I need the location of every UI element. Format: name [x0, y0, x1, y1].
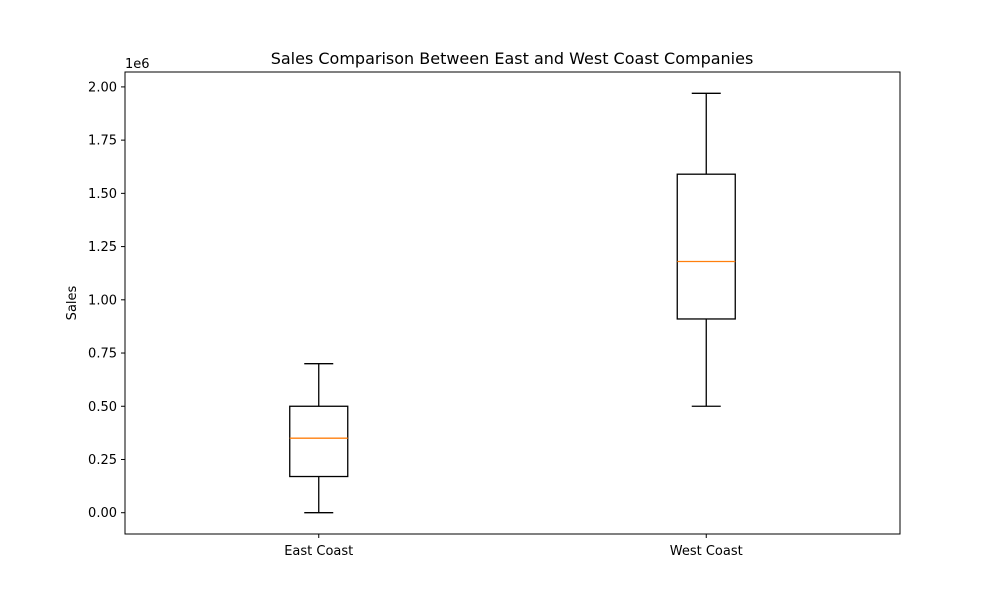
y-tick-label: 1.25 — [88, 240, 117, 255]
y-tick-label: 2.00 — [88, 80, 117, 95]
x-tick-label: West Coast — [670, 544, 743, 559]
y-tick-label: 0.00 — [88, 506, 117, 521]
y-tick-label: 0.75 — [88, 347, 117, 362]
plot-area: 0.00 0.25 0.50 0.75 1.00 1.25 1.50 1.75 2.00 East… — [88, 71, 901, 559]
y-tick-label: 1.00 — [88, 293, 117, 308]
y-axis-offset-label: 1e6 — [125, 57, 150, 72]
plot-frame — [124, 71, 901, 535]
y-tick-label: 1.50 — [88, 187, 117, 202]
y-tick-label: 0.25 — [88, 453, 117, 468]
iqr-box — [676, 173, 736, 320]
y-tick-label: 1.75 — [88, 134, 117, 149]
y-tick-label: 0.50 — [88, 400, 117, 415]
y-axis-label: Sales — [65, 285, 80, 320]
chart-title: Sales Comparison Between East and West C… — [271, 49, 754, 68]
iqr-box — [289, 405, 349, 478]
x-tick-label: East Coast — [284, 544, 353, 559]
